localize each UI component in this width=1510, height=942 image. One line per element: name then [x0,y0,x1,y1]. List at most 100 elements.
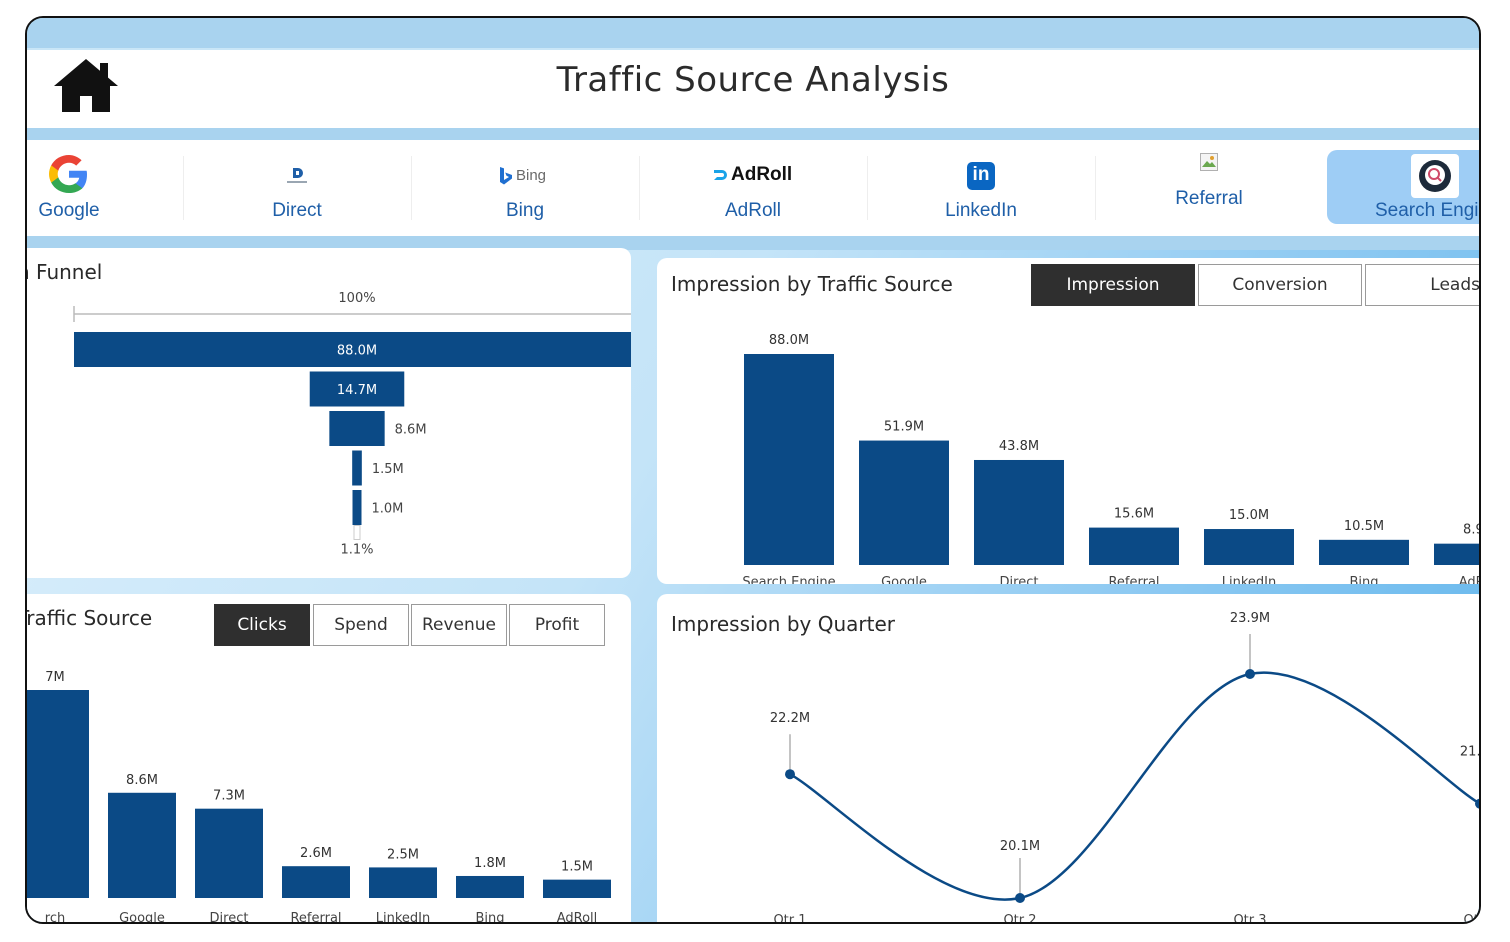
spend-button[interactable]: Spend [313,604,409,646]
linkedin-logo-text: in [972,164,990,185]
page-title: Traffic Source Analysis [556,60,950,100]
nav-item-referral[interactable]: Referral [1095,140,1323,236]
profit-button[interactable]: Profit [509,604,605,646]
clicks-data-label: 7M [45,670,65,685]
funnel-bottom-label: 1.1% [340,543,373,558]
clicks-bar-chart: 7Mrchine8.6MGoogle7.3MDirect2.6MReferral… [27,670,611,924]
clicks-button[interactable]: Clicks [214,604,310,646]
clicks-bar [108,792,176,898]
clicks-category-label: rch [45,911,65,924]
bing-logo-icon: Bing [499,166,559,188]
nav-label-bing: Bing [505,200,545,221]
funnel-top-label: 100% [338,291,375,306]
home-icon[interactable] [51,56,121,116]
impression-data-label: 88.0M [769,333,809,348]
adroll-logo-text: AdRoll [731,164,793,185]
funnel-data-label: 1.0M [372,502,404,517]
clicks-title: Traffic Source [25,606,153,630]
quarter-card: Impression by Quarter 22.2M Qtr 1 20.1M Qtr… [657,594,1481,924]
broken-image-icon [1200,153,1218,171]
impression-category-label: Google [881,575,927,584]
adroll-logo-icon: AdRoll [711,164,801,188]
quarter-category-label: Qtr 2 [1003,913,1036,924]
bing-logo-text: Bing [516,167,547,184]
google-logo-icon [49,155,87,193]
quarter-data-label: 22.2M [770,711,810,726]
dashboard-frame: Traffic Source Analysis Google Direct [25,16,1481,924]
funnel-data-label: 1.5M [372,462,404,477]
impression-category-label: AdRoll [1459,575,1481,584]
impression-bar [1319,539,1409,565]
nav-strip [27,236,1479,250]
nav-divider [411,156,412,220]
funnel-bar [329,411,385,446]
nav-divider [183,156,184,220]
funnel-bar [352,450,362,486]
header-bar: Traffic Source Analysis [27,50,1479,128]
quarter-data-label: 21.7M [1460,745,1481,760]
quarter-series-line [789,671,1479,901]
impression-bar [744,354,834,565]
clicks-card: Traffic Source Clicks Spend Revenue Prof… [25,594,631,924]
quarter-category-label: Qtr 4 [1463,913,1481,924]
nav-item-google[interactable]: Google [27,140,183,236]
quarter-line-chart: 22.2M Qtr 1 20.1M Qtr 2 23.9M Qtr 3 21.7M Qtr 4 [770,611,1481,924]
conversion-button[interactable]: Conversion [1198,264,1362,306]
impression-data-label: 15.0M [1229,508,1269,523]
funnel-data-label: 88.0M [337,344,377,359]
funnel-bar [74,332,631,367]
funnel-bar [309,371,405,407]
clicks-bar [27,690,89,898]
clicks-category-label: Direct [210,911,249,924]
impression-card: Impression by Traffic Source Impression … [657,258,1481,584]
leads-button[interactable]: Leads [1365,264,1479,306]
funnel-end-marker [353,525,361,540]
clicks-category-label: Referral [290,911,341,924]
nav-label-direct: Direct [272,200,322,221]
clicks-category-label: LinkedIn [376,911,430,924]
quarter-category-label: Qtr 1 [773,913,806,924]
funnel-chart: 100% 88.0M 14.7M 8.6M 1.5M 1.0M 1.1% [73,291,631,558]
clicks-category-label: AdRoll [557,911,598,924]
impression-data-label: 8.9M [1463,523,1481,538]
header-strip [27,128,1479,140]
nav-item-bing[interactable]: Bing Bing [411,140,639,236]
revenue-button[interactable]: Revenue [411,604,507,646]
impression-bar [1089,527,1179,565]
nav-item-linkedin[interactable]: in LinkedIn [867,140,1095,236]
impression-data-label: 43.8M [999,439,1039,454]
quarter-point [785,769,795,780]
funnel-data-label: 14.7M [337,383,377,398]
clicks-bar [456,875,524,898]
clicks-category-label: Bing [475,911,504,924]
nav-item-search-engine[interactable]: Search Engi [1327,150,1479,224]
nav-divider [639,156,640,220]
impression-bar [1204,529,1294,565]
impression-button[interactable]: Impression [1031,264,1195,306]
clicks-bar [369,867,437,898]
impression-data-label: 10.5M [1344,519,1384,534]
funnel-title: n Funnel [25,260,103,284]
direct-logo-icon [287,168,307,183]
impression-category-label: LinkedIn [1222,575,1276,584]
impression-category-label: Bing [1349,575,1378,584]
quarter-data-label: 23.9M [1230,611,1270,626]
linkedin-logo-icon: in [967,162,995,190]
impression-bar-chart: 88.0M Search Engine 51.9M Google 43.8M Direct… [742,333,1481,584]
quarter-point [1245,669,1255,679]
quarter-point [1475,798,1479,809]
impression-category-label: Search Engine [742,575,835,584]
nav-label-google: Google [38,200,100,221]
source-nav-bar: Google Direct Bing Bing [27,140,1479,236]
funnel-bar [352,490,362,525]
impression-category-label: Direct [1000,575,1039,584]
impression-bar [974,459,1064,565]
top-strip [27,18,1479,48]
nav-divider [867,156,868,220]
nav-item-adroll[interactable]: AdRoll AdRoll [639,140,867,236]
clicks-bar [543,879,611,898]
impression-category-label: Referral [1108,575,1159,584]
impression-title: Impression by Traffic Source [671,272,953,296]
nav-item-direct[interactable]: Direct [183,140,411,236]
funnel-data-label: 8.6M [395,423,427,438]
